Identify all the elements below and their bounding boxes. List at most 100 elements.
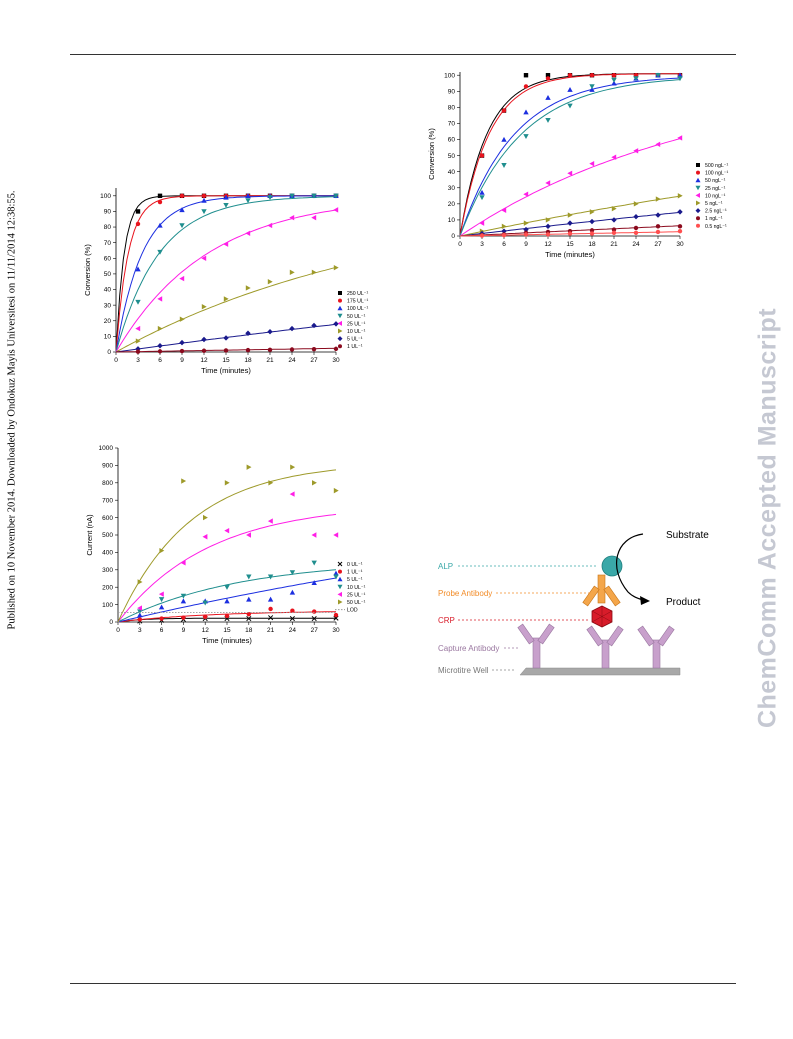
x-tick-label: 12	[200, 357, 208, 364]
data-point	[268, 615, 274, 621]
x-tick-label: 21	[267, 627, 275, 634]
data-point	[589, 218, 595, 225]
data-point	[311, 322, 317, 329]
x-tick-label: 15	[223, 627, 231, 634]
x-tick-label: 12	[202, 627, 210, 634]
y-axis-label: Conversion (%)	[427, 128, 436, 180]
crp-label: CRP	[438, 616, 455, 625]
data-point	[158, 597, 165, 603]
data-point	[201, 197, 207, 203]
legend-marker	[338, 291, 342, 295]
data-point	[611, 154, 617, 160]
x-tick-label: 30	[332, 627, 340, 634]
data-point	[523, 134, 529, 140]
data-point	[633, 214, 639, 220]
data-point	[677, 135, 683, 141]
legend-marker	[337, 336, 343, 342]
data-point	[202, 534, 208, 540]
series-markers	[137, 606, 339, 622]
data-point	[179, 275, 185, 282]
fit-curve	[117, 577, 337, 623]
data-point	[246, 464, 252, 470]
data-point	[224, 613, 230, 619]
y-tick-label: 500	[102, 532, 113, 539]
legend-marker	[337, 305, 343, 311]
data-point	[312, 609, 317, 614]
y-tick-label: 900	[102, 463, 113, 470]
series-markers	[135, 207, 339, 332]
data-point	[159, 616, 164, 621]
substrate-label: Substrate	[666, 530, 709, 541]
legend-marker	[695, 208, 701, 214]
x-tick-label: 18	[244, 357, 252, 364]
data-point	[523, 109, 529, 115]
data-point	[290, 464, 296, 470]
x-tick-label: 9	[524, 241, 528, 248]
data-point	[289, 570, 296, 576]
legend-label: 1 UL⁻¹	[347, 570, 363, 576]
fit-curve	[459, 138, 681, 237]
y-tick-label: 300	[102, 567, 113, 574]
data-point	[333, 264, 339, 271]
data-point	[479, 189, 485, 195]
y-tick-label: 0	[109, 619, 113, 626]
y-tick-label: 90	[448, 88, 456, 95]
data-point	[567, 73, 573, 78]
legend-marker	[338, 344, 342, 349]
data-point	[135, 209, 141, 214]
legend-marker	[695, 185, 701, 191]
top-rule	[70, 54, 736, 55]
data-point	[179, 193, 185, 199]
data-point	[655, 229, 661, 235]
legend-label: 100 ngL⁻¹	[705, 171, 728, 177]
publication-note: Published on 10 November 2014. Downloade…	[6, 190, 18, 630]
data-point	[157, 222, 163, 228]
legend-marker	[338, 298, 342, 303]
x-axis-label: Time (minutes)	[202, 636, 252, 645]
data-point	[333, 321, 339, 327]
data-point	[223, 348, 229, 353]
series-markers	[135, 346, 339, 354]
legend-label: LOD	[347, 608, 358, 614]
legend-marker	[696, 170, 700, 175]
y-axis-label: Current (nA)	[85, 514, 94, 556]
x-tick-label: 27	[311, 627, 319, 634]
data-point	[311, 560, 317, 566]
data-point	[333, 487, 339, 494]
y-tick-label: 800	[102, 480, 113, 487]
x-tick-label: 3	[136, 357, 140, 364]
data-point	[267, 195, 273, 201]
y-tick-label: 40	[104, 287, 112, 294]
x-tick-label: 3	[480, 241, 484, 248]
data-point	[312, 480, 317, 486]
data-point	[523, 220, 529, 226]
legend-marker	[338, 599, 343, 605]
y-tick-label: 60	[104, 255, 112, 262]
data-point	[137, 617, 142, 622]
y-tick-label: 20	[448, 201, 456, 208]
data-point	[245, 230, 251, 236]
data-point	[289, 347, 295, 352]
data-point	[501, 163, 507, 168]
data-point	[181, 478, 187, 484]
x-tick-label: 0	[116, 627, 120, 634]
data-point	[655, 196, 661, 202]
legend-label: 5 UL⁻¹	[347, 337, 363, 343]
data-point	[677, 228, 683, 234]
data-point	[611, 77, 617, 83]
data-point	[589, 209, 595, 215]
fit-curve	[115, 209, 337, 353]
data-point	[501, 108, 507, 113]
data-point	[179, 223, 185, 229]
data-point	[589, 228, 595, 233]
data-point	[501, 136, 507, 142]
data-point	[311, 532, 317, 538]
series-markers	[479, 72, 683, 195]
data-point	[246, 611, 251, 617]
microtitre-well-label: Microtitre Well	[438, 666, 489, 675]
data-point	[479, 195, 485, 201]
x-tick-label: 27	[310, 357, 318, 364]
data-point	[202, 600, 208, 606]
data-point	[655, 224, 661, 229]
fit-curve	[117, 569, 337, 623]
